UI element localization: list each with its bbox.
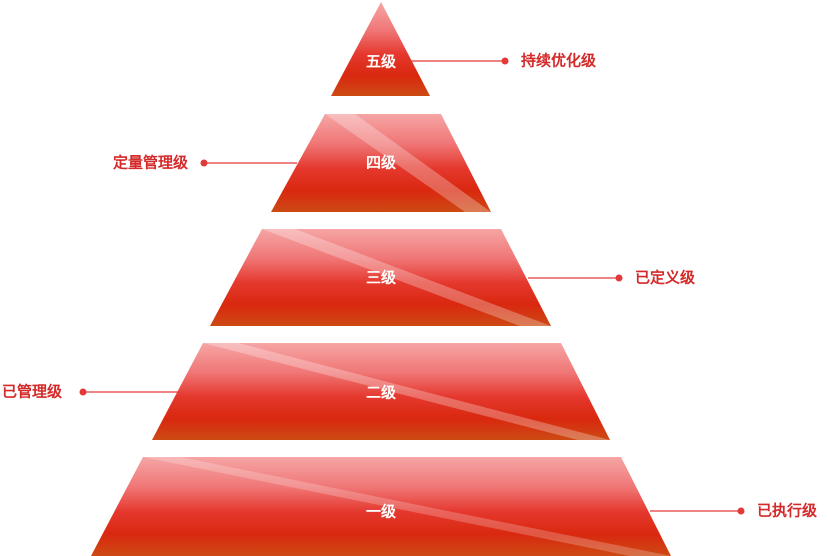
ribbon-segment (143, 440, 621, 457)
annotation-label-3: 已定义级 (635, 269, 696, 287)
annotation-label-1: 已执行级 (757, 502, 818, 520)
leader-lines (79, 57, 745, 515)
annotation-label-4: 定量管理级 (113, 154, 189, 172)
ribbon-segment (203, 343, 610, 440)
level-label-4: 四级 (366, 154, 397, 172)
ribbon-highlights (143, 96, 671, 556)
pyramid-layers (91, 2, 671, 556)
ribbon-segment (325, 114, 491, 212)
pyramid-layer-2 (152, 343, 610, 440)
leader-dot-3 (615, 274, 623, 282)
pyramid-layer-4 (271, 114, 491, 212)
leader-dot-5 (501, 57, 509, 65)
leader-dot-2 (79, 388, 87, 396)
pyramid-layer-3 (210, 229, 551, 326)
leader-dot-4 (200, 159, 208, 167)
annotation-label-2: 已管理级 (2, 383, 63, 401)
level-label-2: 二级 (366, 384, 397, 402)
side-labels: 持续优化级 定量管理级 已定义级 已管理级 已执行级 (2, 52, 818, 520)
leader-dot-1 (737, 507, 745, 515)
ribbon-segment (262, 229, 551, 326)
ribbon-segment (143, 457, 671, 556)
pyramid-layer-5 (331, 2, 430, 96)
ribbon-segment (262, 212, 501, 229)
ribbon-segment (203, 326, 561, 343)
level-labels: 五级 四级 三级 二级 一级 (366, 53, 397, 521)
level-label-5: 五级 (366, 53, 397, 71)
ribbon-segment (325, 96, 441, 114)
level-label-3: 三级 (366, 269, 397, 287)
pyramid-layer-1 (91, 457, 671, 556)
annotation-label-5: 持续优化级 (521, 52, 597, 70)
level-label-1: 一级 (366, 503, 397, 521)
